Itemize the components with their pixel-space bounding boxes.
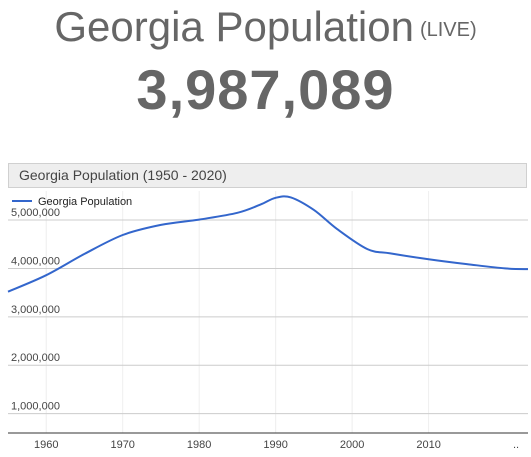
y-tick-label: 1,000,000: [11, 401, 60, 413]
legend-label: Georgia Population: [38, 196, 132, 208]
y-tick-label: 2,000,000: [11, 352, 60, 364]
x-tick-label: 2010: [416, 439, 440, 451]
x-tick-label: 1960: [34, 439, 58, 451]
x-tick-label: 1990: [263, 439, 287, 451]
x-tick-label: ..: [513, 439, 519, 451]
series-line: [7, 195, 529, 293]
live-label: (LIVE): [419, 18, 477, 41]
page-title: Georgia Population (LIVE): [0, 4, 531, 53]
live-population-count: 3,987,089: [136, 58, 395, 121]
chart-title: Georgia Population (1950 - 2020): [8, 163, 527, 188]
chart-svg: 1,000,000 2,000,000 3,000,000 4,000,000 5,00…: [7, 191, 529, 451]
title-text: Georgia Population: [54, 3, 414, 50]
y-tick-label: 3,000,000: [11, 304, 60, 316]
x-tick-label: 1980: [187, 439, 211, 451]
y-tick-label: 4,000,000: [11, 255, 60, 267]
y-tick-label: 5,000,000: [11, 207, 60, 219]
x-tick-label: 2000: [340, 439, 364, 451]
population-chart: Georgia Population (1950 - 2020) 1,000,0…: [7, 163, 529, 453]
x-tick-label: 1970: [110, 439, 134, 451]
